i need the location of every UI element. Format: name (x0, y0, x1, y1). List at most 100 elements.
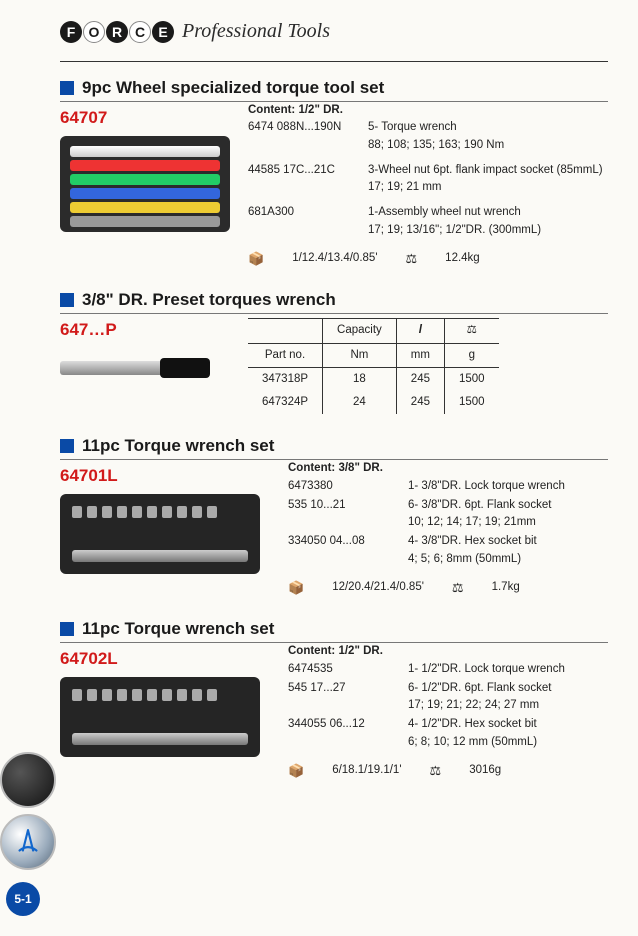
part-number: 64707 (60, 108, 230, 128)
section-title-text: 11pc Torque wrench set (82, 619, 274, 639)
th-weight-icon: ⚖ (444, 319, 498, 343)
item-desc: 5- Torque wrench (368, 121, 457, 133)
table-row: 347318P 18 245 1500 (248, 367, 499, 391)
item-code: 681A300 (248, 204, 358, 239)
scale-icon: ⚖ (452, 578, 464, 598)
item-desc: 6- 3/8"DR. 6pt. Flank socket (408, 499, 551, 511)
brand-header: F O R C E Professional Tools (60, 20, 608, 43)
package-icon: 📦 (288, 761, 304, 781)
part-number: 64702L (60, 649, 270, 669)
part-number: 64701L (60, 466, 270, 486)
item-code: 545 17...27 (288, 680, 398, 715)
dimensions: 12/20.4/21.4/0.85' (332, 579, 424, 596)
side-thumb-icon (0, 814, 56, 870)
weight: 3016g (469, 762, 501, 779)
product-info: Content: 3/8" DR. 6473380 1- 3/8"DR. Lock… (288, 460, 608, 597)
section-title-text: 3/8" DR. Preset torques wrench (82, 290, 336, 310)
logo-letter: R (106, 21, 128, 43)
side-thumbnails (0, 752, 56, 876)
item-sub: 4; 5; 6; 8mm (50mmL) (408, 553, 521, 565)
item-code: 334050 04...08 (288, 533, 398, 568)
side-thumb-icon (0, 752, 56, 808)
section-64701l: 11pc Torque wrench set 64701L Content: 3… (60, 436, 608, 597)
item-code: 344055 06...12 (288, 716, 398, 751)
logo-letter: O (83, 21, 105, 43)
item-desc: 6- 1/2"DR. 6pt. Flank socket (408, 682, 551, 694)
catalog-page: F O R C E Professional Tools 9pc Wheel s… (0, 0, 638, 936)
item-sub: 88; 108; 135; 163; 190 Nm (368, 139, 504, 151)
product-info: Content: 1/2" DR. 6474535 1- 1/2"DR. Lock… (288, 643, 608, 780)
item-code: 6473380 (288, 478, 398, 495)
item-code: 535 10...21 (288, 497, 398, 532)
item-code: 6474 088N...190N (248, 119, 358, 154)
item-desc: 1- 1/2"DR. Lock torque wrench (408, 661, 608, 678)
weight: 1.7kg (492, 579, 520, 596)
section-647p: 3/8" DR. Preset torques wrench 647…P Cap… (60, 290, 608, 414)
product-image (60, 494, 260, 574)
content-header: Content: 3/8" DR. (288, 462, 383, 474)
logo-letter: E (152, 21, 174, 43)
title-square-icon (60, 81, 74, 95)
part-number: 647…P (60, 320, 230, 340)
section-title: 3/8" DR. Preset torques wrench (60, 290, 608, 310)
product-image (60, 677, 260, 757)
th: Nm (323, 343, 397, 367)
td: 245 (396, 391, 444, 414)
section-title: 11pc Torque wrench set (60, 436, 608, 456)
title-square-icon (60, 439, 74, 453)
title-square-icon (60, 293, 74, 307)
th: Part no. (248, 343, 323, 367)
table-row: 647324P 24 245 1500 (248, 391, 499, 414)
th: Capacity (323, 319, 397, 343)
dimensions: 6/18.1/19.1/1' (332, 762, 401, 779)
td: 1500 (444, 391, 498, 414)
logo-letter: C (129, 21, 151, 43)
td: 1500 (444, 367, 498, 391)
scale-icon: ⚖ (430, 761, 442, 781)
section-title: 11pc Torque wrench set (60, 619, 608, 639)
content-header: Content: 1/2" DR. (248, 104, 343, 116)
brand-underline (60, 61, 608, 62)
brand-logo: F O R C E (60, 21, 174, 43)
section-64702l: 11pc Torque wrench set 64702L Content: 1… (60, 619, 608, 780)
product-info: Content: 1/2" DR. 6474 088N...190N 5- Tor… (248, 102, 608, 268)
item-desc: 1- 3/8"DR. Lock torque wrench (408, 478, 608, 495)
item-desc: 4- 3/8"DR. Hex socket bit (408, 535, 537, 547)
item-desc: 3-Wheel nut 6pt. flank impact socket (85… (368, 164, 603, 176)
package-icon: 📦 (288, 578, 304, 598)
item-sub: 6; 8; 10; 12 mm (50mmL) (408, 736, 537, 748)
item-desc: 1-Assembly wheel nut wrench (368, 206, 521, 218)
section-64707: 9pc Wheel specialized torque tool set 64… (60, 78, 608, 268)
th: mm (396, 343, 444, 367)
th: g (444, 343, 498, 367)
item-code: 44585 17C...21C (248, 162, 358, 197)
page-number-tab: 5-1 (6, 882, 40, 916)
section-title-text: 9pc Wheel specialized torque tool set (82, 78, 384, 98)
brand-tagline: Professional Tools (182, 20, 330, 43)
item-code: 6474535 (288, 661, 398, 678)
item-sub: 17; 19; 21 mm (368, 181, 442, 193)
td: 647324P (248, 391, 323, 414)
dimensions: 1/12.4/13.4/0.85' (292, 250, 377, 267)
th-length-icon: l (396, 319, 444, 343)
section-title-text: 11pc Torque wrench set (82, 436, 274, 456)
item-desc: 4- 1/2"DR. Hex socket bit (408, 718, 537, 730)
content-header: Content: 1/2" DR. (288, 645, 383, 657)
section-title: 9pc Wheel specialized torque tool set (60, 78, 608, 98)
spec-table: Capacity l ⚖ Part no. Nm mm g (248, 318, 499, 414)
td: 18 (323, 367, 397, 391)
item-sub: 10; 12; 14; 17; 19; 21mm (408, 516, 536, 528)
title-square-icon (60, 622, 74, 636)
product-image (60, 348, 230, 388)
logo-letter: F (60, 21, 82, 43)
td: 347318P (248, 367, 323, 391)
td: 245 (396, 367, 444, 391)
product-image (60, 136, 230, 232)
td: 24 (323, 391, 397, 414)
weight: 12.4kg (445, 250, 480, 267)
item-sub: 17; 19; 21; 22; 24; 27 mm (408, 699, 539, 711)
th (248, 319, 323, 343)
package-icon: 📦 (248, 249, 264, 269)
item-sub: 17; 19; 13/16"; 1/2"DR. (300mmL) (368, 224, 541, 236)
product-info: Capacity l ⚖ Part no. Nm mm g (248, 314, 608, 414)
